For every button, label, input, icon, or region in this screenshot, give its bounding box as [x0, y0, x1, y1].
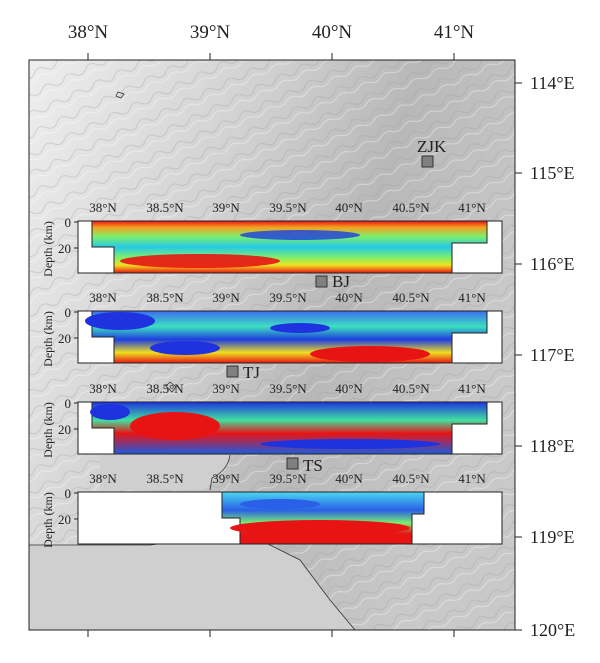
depth-axis-label: Depth (km): [41, 402, 55, 458]
coastline: [209, 454, 231, 491]
lat-tick-label: 40°N: [312, 22, 353, 43]
depth-tick-label: 0: [65, 215, 72, 230]
profile-lat-tick: 40.5°N: [392, 381, 430, 396]
profile-lat-tick: 38°N: [89, 290, 117, 305]
profile-lat-tick: 38.5°N: [146, 290, 184, 305]
lat-tick-label: 38°N: [68, 22, 109, 43]
lat-tick-label: 41°N: [434, 22, 475, 43]
station-marker: [315, 275, 328, 288]
lat-tick-label: 39°N: [190, 22, 231, 43]
depth-tick-label: 0: [65, 305, 72, 320]
profile-lat-tick: 39.5°N: [269, 381, 307, 396]
profile-lat-tick: 40.5°N: [392, 471, 430, 486]
profile-lat-tick: 41°N: [458, 471, 486, 486]
station-tj: TJ: [226, 363, 260, 382]
lon-tick-label: 117°E: [530, 345, 575, 365]
stations: ZJK BJ TJ TS: [226, 137, 447, 475]
lon-tick-label: 115°E: [530, 163, 575, 183]
profile-lat-tick: 39°N: [212, 381, 240, 396]
coastline: [165, 381, 177, 393]
depth-axis-label: Depth (km): [41, 492, 55, 548]
station-marker: [286, 457, 299, 470]
profile-lat-tick: 40.5°N: [392, 290, 430, 305]
profile-lat-tick: 40°N: [335, 290, 363, 305]
longitude-axis-right: 114°E 115°E 116°E 117°E 118°E 119°E 120°E: [515, 73, 575, 640]
profile-lat-tick: 39°N: [212, 290, 240, 305]
station-label: ZJK: [417, 137, 447, 156]
lon-tick-label: 120°E: [530, 620, 575, 640]
station-marker: [226, 365, 239, 378]
profile-lat-tick: 38°N: [89, 200, 117, 215]
depth-tick-label: 20: [58, 512, 71, 527]
velocity-section: [221, 491, 425, 545]
depth-tick-label: 20: [58, 241, 71, 256]
profile-lat-tick: 40°N: [335, 381, 363, 396]
depth-tick-label: 20: [58, 331, 71, 346]
profile-lat-tick: 41°N: [458, 200, 486, 215]
station-label: BJ: [332, 272, 350, 291]
station-label: TJ: [243, 363, 260, 382]
depth-tick-label: 0: [65, 396, 72, 411]
profile-lat-tick: 41°N: [458, 290, 486, 305]
profile-lat-tick: 39.5°N: [269, 200, 307, 215]
profile-lat-tick: 39°N: [212, 200, 240, 215]
lon-tick-label: 114°E: [530, 73, 575, 93]
profile-lat-tick: 38.5°N: [146, 200, 184, 215]
station-zjk: ZJK: [417, 137, 447, 168]
station-bj: BJ: [315, 272, 350, 291]
profile-lat-tick: 41°N: [458, 381, 486, 396]
latitude-axis-top: 38°N 39°N 40°N 41°N: [68, 22, 475, 637]
coastline: [115, 91, 125, 99]
profile-lat-tick: 39.5°N: [269, 290, 307, 305]
profile-lat-tick: 40°N: [335, 471, 363, 486]
profile-lat-tick: 39.5°N: [269, 471, 307, 486]
depth-tick-label: 0: [65, 486, 72, 501]
profile-lat-tick: 40°N: [335, 200, 363, 215]
depth-axis-label: Depth (km): [41, 311, 55, 367]
depth-axis-label: Depth (km): [41, 221, 55, 277]
profile-lat-tick: 38°N: [89, 381, 117, 396]
station-ts: TS: [286, 456, 323, 475]
profile-lat-tick: 38.5°N: [146, 381, 184, 396]
profile-lat-tick: 39°N: [212, 471, 240, 486]
profile-lat-tick: 38.5°N: [146, 471, 184, 486]
lon-tick-label: 116°E: [530, 254, 575, 274]
station-marker: [421, 155, 434, 168]
station-label: TS: [303, 456, 323, 475]
lon-tick-label: 118°E: [530, 436, 575, 456]
profile-lat-tick: 40.5°N: [392, 200, 430, 215]
lon-tick-label: 119°E: [530, 527, 575, 547]
profile-lat-tick: 38°N: [89, 471, 117, 486]
depth-tick-label: 20: [58, 422, 71, 437]
bay-area: [100, 455, 230, 490]
